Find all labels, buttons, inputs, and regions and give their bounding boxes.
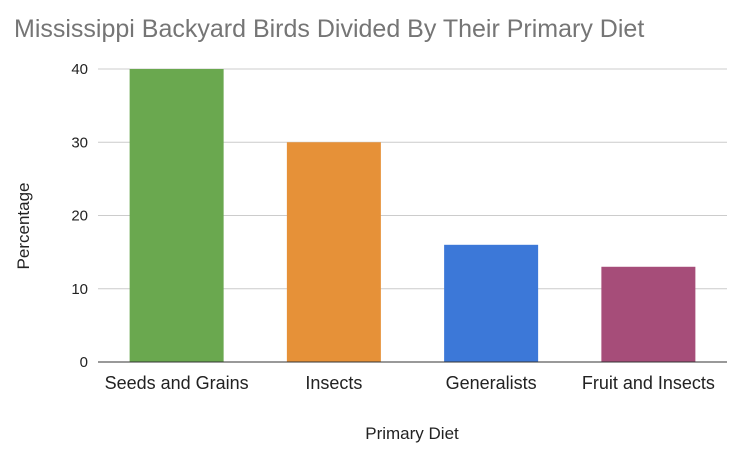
- x-tick-label: Generalists: [446, 373, 537, 393]
- y-tick-label: 30: [71, 134, 88, 151]
- x-tick-label: Fruit and Insects: [582, 373, 715, 393]
- x-tick-label: Seeds and Grains: [105, 373, 249, 393]
- bar-insects: [286, 142, 381, 362]
- y-tick-label: 40: [71, 61, 88, 78]
- y-tick-label: 10: [71, 281, 88, 298]
- chart-title: Mississippi Backyard Birds Divided By Th…: [14, 15, 644, 43]
- y-axis-title: Percentage: [14, 183, 33, 270]
- x-tick-labels: Seeds and Grains Insects Generalists Fruit …: [105, 373, 715, 393]
- bar-generalists: [444, 244, 539, 362]
- bar-fruit-and-insects: [601, 266, 696, 362]
- bar-seeds-and-grains: [129, 69, 224, 362]
- y-tick-label: 0: [80, 354, 88, 371]
- x-tick-label: Insects: [305, 373, 362, 393]
- x-axis-title: Primary Diet: [365, 424, 459, 443]
- bars: [129, 69, 696, 362]
- y-tick-labels: 0 10 20 30 40: [71, 61, 88, 371]
- y-tick-label: 20: [71, 208, 88, 225]
